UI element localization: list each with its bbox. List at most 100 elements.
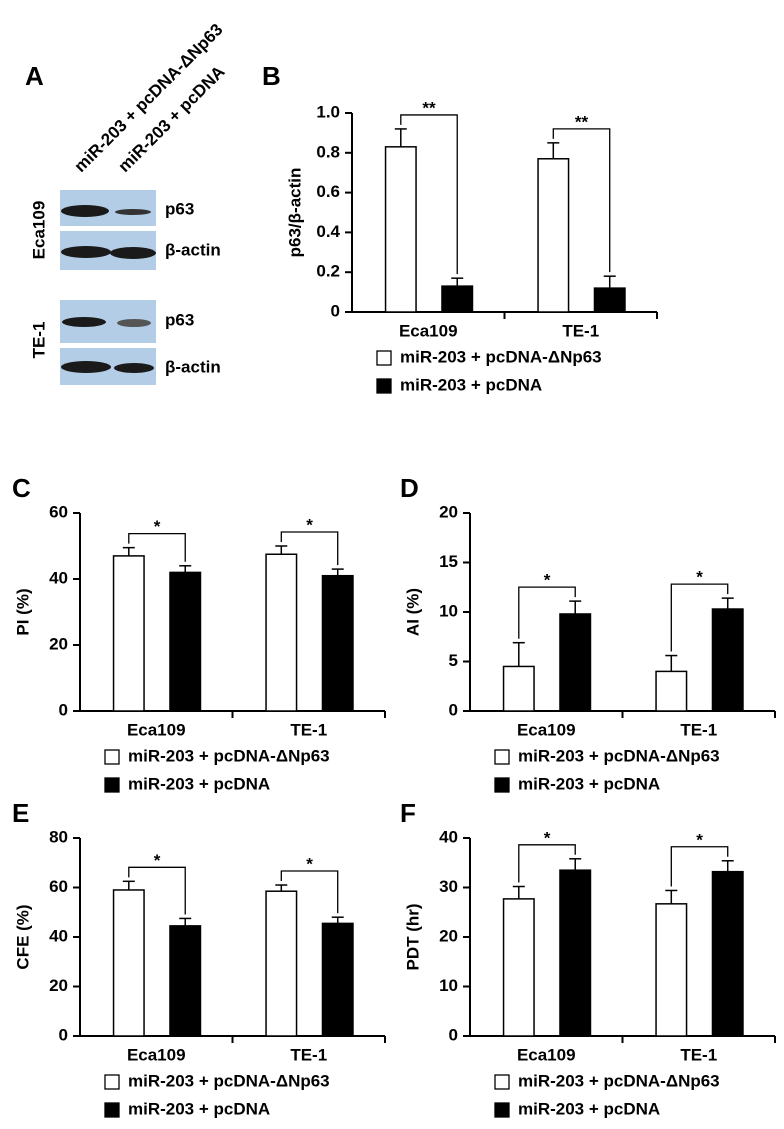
y-axis-label: AI (%) [403, 588, 422, 636]
error-bar [331, 568, 344, 576]
blot-band [117, 319, 151, 327]
legend-swatch [104, 749, 120, 765]
legend-label: miR-203 + pcDNA-ΔNp63 [518, 746, 720, 765]
x-tick-label: TE-1 [290, 1045, 327, 1064]
panel-label: D [400, 473, 419, 503]
legend-label: miR-203 + pcDNA [518, 1099, 660, 1118]
panel-label: C [12, 473, 31, 503]
significance-label: * [306, 515, 313, 534]
significance-bracket [280, 531, 339, 566]
legend-swatch [376, 378, 392, 394]
significance-bracket [280, 870, 339, 914]
chart-panel: E CFE (%) 0 20 40 60 80 Eca109 * TE-1 * miR-203 + p… [12, 798, 386, 1118]
x-tick-label: TE-1 [562, 321, 599, 340]
bar [112, 555, 145, 712]
y-tick-label: 0 [59, 700, 68, 719]
panel-a: A miR-203 + pcDNA-ΔNp63 miR-203 + pcDNA … [25, 20, 229, 385]
significance-label: * [306, 855, 313, 874]
significance-bracket [670, 846, 729, 887]
bar [502, 898, 535, 1037]
cell-line-label: TE-1 [29, 322, 48, 359]
y-tick-label: 80 [49, 827, 68, 846]
y-tick-label: 0 [331, 301, 340, 320]
error-bar [179, 917, 192, 926]
blot-band [114, 363, 154, 373]
x-tick-label: Eca109 [399, 321, 458, 340]
chart-panel: D AI (%) 0 5 10 15 20 Eca109 * TE-1 * miR-203 + pcD… [400, 473, 776, 793]
legend-swatch [104, 1074, 120, 1090]
error-bar [721, 597, 734, 610]
x-tick-label: TE-1 [680, 720, 717, 739]
significance-bracket [518, 586, 576, 639]
bar [321, 922, 354, 1037]
legend-swatch [494, 1074, 510, 1090]
band-label: β-actin [165, 357, 221, 376]
legend-swatch [494, 1102, 510, 1118]
blot-band [62, 317, 106, 327]
bar [441, 285, 474, 313]
band-label: p63 [165, 310, 194, 329]
y-tick-label: 0.4 [316, 222, 340, 241]
significance-bracket [400, 114, 458, 275]
legend-swatch [494, 749, 510, 765]
y-tick-label: 60 [49, 502, 68, 521]
y-tick-label: 20 [439, 926, 458, 945]
significance-bracket [670, 583, 729, 652]
error-bar [569, 600, 582, 614]
blot-band [110, 247, 156, 259]
x-tick-label: TE-1 [290, 720, 327, 739]
legend-swatch [104, 777, 120, 793]
cell-line-label: Eca109 [29, 201, 48, 260]
bar [655, 903, 688, 1037]
x-tick-label: Eca109 [517, 720, 576, 739]
panel-label: A [25, 61, 44, 91]
x-tick-label: TE-1 [680, 1045, 717, 1064]
chart-panel: F PDT (hr) 0 10 20 30 40 Eca109 * TE-1 * miR-203 + … [400, 798, 776, 1118]
x-tick-label: Eca109 [127, 720, 186, 739]
error-bar [394, 128, 407, 147]
y-tick-label: 15 [439, 552, 458, 571]
y-tick-label: 1.0 [316, 102, 340, 121]
bar [593, 287, 626, 313]
significance-label: ** [575, 112, 589, 131]
blot-band [61, 246, 111, 258]
y-axis-label: PI (%) [13, 588, 32, 635]
bar [384, 146, 417, 313]
y-tick-label: 10 [439, 601, 458, 620]
y-axis-label: PDT (hr) [403, 903, 422, 970]
error-bar [451, 277, 464, 287]
bar [559, 869, 592, 1037]
legend-label: miR-203 + pcDNA [128, 774, 270, 793]
blot-band [61, 205, 109, 217]
bar [265, 553, 298, 712]
panel-label: F [400, 798, 416, 828]
significance-bracket [518, 844, 576, 883]
error-bar [665, 889, 678, 904]
bar [169, 571, 202, 712]
panel-label: E [12, 798, 29, 828]
band-label: β-actin [165, 240, 221, 259]
y-tick-label: 40 [49, 568, 68, 587]
bar [559, 613, 592, 712]
error-bar [275, 884, 288, 892]
legend-label: miR-203 + pcDNA [128, 1099, 270, 1118]
error-bar [603, 275, 616, 289]
bar [265, 890, 298, 1037]
error-bar [547, 142, 560, 159]
bar [321, 574, 354, 712]
y-tick-label: 20 [49, 976, 68, 995]
bar [537, 158, 570, 313]
bar [711, 870, 744, 1037]
legend-label: miR-203 + pcDNA-ΔNp63 [400, 347, 602, 366]
bar [655, 670, 688, 712]
x-tick-label: Eca109 [127, 1045, 186, 1064]
y-tick-label: 60 [49, 877, 68, 896]
blot-band [61, 361, 111, 373]
y-axis-label: p63/β-actin [285, 168, 304, 258]
y-tick-label: 0.6 [316, 182, 340, 201]
significance-label: * [696, 830, 703, 849]
error-bar [721, 860, 734, 872]
legend-swatch [376, 350, 392, 366]
